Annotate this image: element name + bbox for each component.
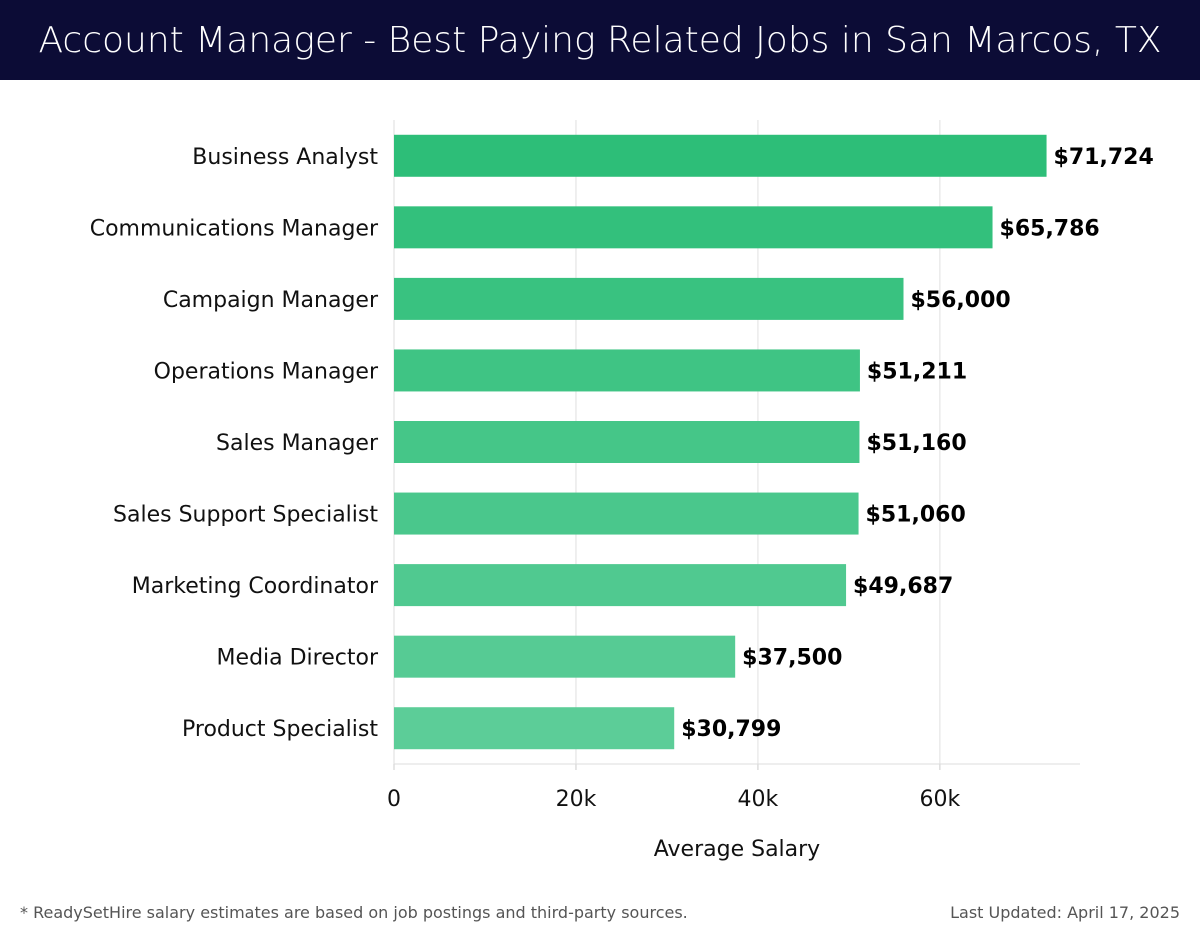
category-label: Product Specialist — [182, 717, 378, 742]
data-label: $51,160 — [866, 431, 966, 456]
bar — [394, 707, 675, 750]
category-label: Campaign Manager — [163, 288, 379, 313]
bar — [394, 492, 859, 535]
data-label: $56,000 — [910, 288, 1010, 313]
data-label: $37,500 — [742, 646, 842, 671]
x-tick-label: 20k — [556, 787, 597, 812]
bar — [394, 349, 860, 392]
x-axis-label: Average Salary — [654, 837, 820, 862]
data-label: $49,687 — [853, 574, 953, 599]
bar — [394, 277, 904, 320]
last-updated: Last Updated: April 17, 2025 — [950, 903, 1180, 922]
category-label: Media Director — [217, 646, 379, 671]
bar-chart: 0 20k 40k 60k Business Analyst $71,724 Communi… — [90, 120, 1154, 862]
bar — [394, 635, 736, 678]
chart-title: Account Manager - Best Paying Related Jo… — [0, 0, 1200, 80]
category-label: Business Analyst — [192, 145, 378, 170]
data-label: $51,211 — [867, 359, 967, 384]
bar — [394, 421, 860, 463]
data-label: $51,060 — [866, 503, 966, 528]
data-label: $71,724 — [1054, 145, 1154, 170]
bar — [394, 206, 993, 249]
category-label: Sales Support Specialist — [113, 503, 378, 528]
category-label: Marketing Coordinator — [132, 574, 379, 599]
category-label: Operations Manager — [154, 359, 379, 384]
category-label: Communications Manager — [90, 216, 379, 241]
bar — [394, 134, 1047, 177]
footer-note: * ReadySetHire salary estimates are base… — [20, 903, 688, 922]
x-tick-label: 60k — [920, 787, 961, 812]
bar — [394, 564, 847, 607]
data-label: $65,786 — [1000, 216, 1100, 241]
category-label: Sales Manager — [216, 431, 379, 456]
x-tick-label: 0 — [387, 787, 401, 812]
x-tick-label: 40k — [738, 787, 779, 812]
data-label: $30,799 — [681, 717, 781, 742]
